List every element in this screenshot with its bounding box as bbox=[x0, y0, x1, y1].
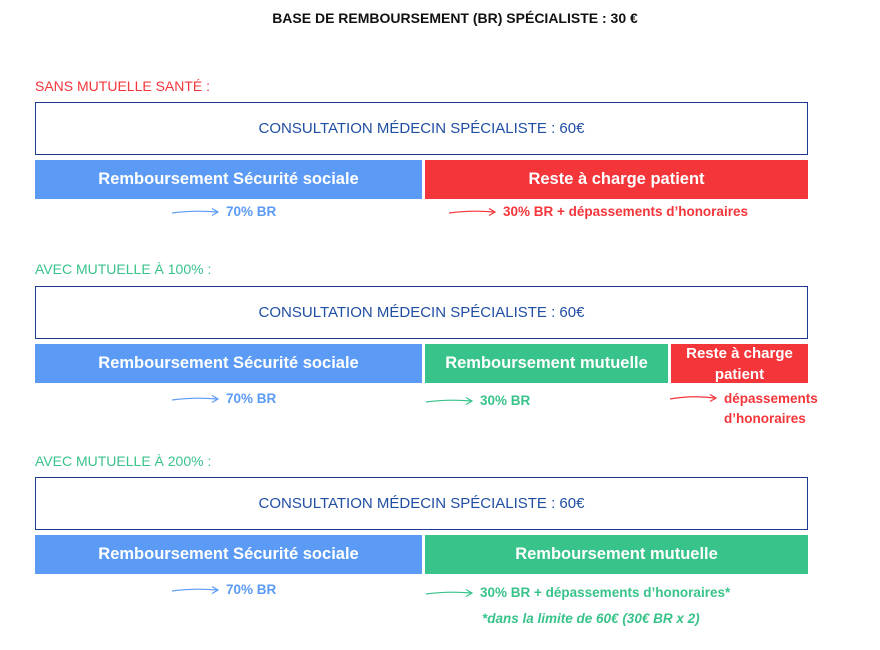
annotation-text: 30% BR + dépassements d’honoraires bbox=[503, 204, 748, 219]
arrow-right-icon bbox=[670, 393, 718, 403]
diagram-title: BASE DE REMBOURSEMENT (BR) SPÉCIALISTE :… bbox=[272, 10, 638, 26]
consultation-box: CONSULTATION MÉDECIN SPÉCIALISTE : 60€ bbox=[35, 102, 808, 155]
bar-social-security: Remboursement Sécurité sociale bbox=[35, 344, 422, 383]
bar-label: Reste à charge patient bbox=[528, 170, 705, 188]
annotation-social-security: 70% BR bbox=[172, 202, 276, 222]
consultation-label: CONSULTATION MÉDECIN SPÉCIALISTE : 60€ bbox=[258, 120, 585, 137]
arrow-right-icon bbox=[172, 394, 220, 404]
arrow-right-icon bbox=[172, 207, 220, 217]
bar-insurance: Remboursement mutuelle bbox=[425, 535, 808, 574]
annotation-social-security: 70% BR bbox=[172, 580, 276, 600]
bar-label: Remboursement Sécurité sociale bbox=[98, 170, 359, 188]
bar-social-security: Remboursement Sécurité sociale bbox=[35, 535, 422, 574]
section-label-insurance-200: AVEC MUTUELLE À 200% : bbox=[35, 453, 212, 469]
annotation-text: 70% BR bbox=[226, 582, 277, 597]
bar-label: Remboursement Sécurité sociale bbox=[98, 545, 359, 563]
consultation-label: CONSULTATION MÉDECIN SPÉCIALISTE : 60€ bbox=[258, 304, 585, 321]
annotation-insurance: 30% BR + dépassements d’honoraires* bbox=[426, 583, 730, 603]
annotation-text: 70% BR bbox=[226, 204, 277, 219]
bar-label: Remboursement Sécurité sociale bbox=[98, 354, 359, 372]
bar-patient-remainder: Reste à charge patient bbox=[671, 344, 808, 383]
annotation-patient-remainder: 30% BR + dépassements d’honoraires bbox=[449, 202, 748, 222]
footnote: *dans la limite de 60€ (30€ BR x 2) bbox=[482, 611, 700, 626]
consultation-label: CONSULTATION MÉDECIN SPÉCIALISTE : 60€ bbox=[258, 495, 585, 512]
bar-label: Reste à charge patient bbox=[686, 344, 793, 383]
consultation-box: CONSULTATION MÉDECIN SPÉCIALISTE : 60€ bbox=[35, 477, 808, 530]
annotation-text: 70% BR bbox=[226, 391, 277, 406]
annotation-insurance: 30% BR bbox=[426, 391, 530, 411]
annotation-text: dépassements d’honoraires bbox=[724, 391, 818, 426]
bar-social-security: Remboursement Sécurité sociale bbox=[35, 160, 422, 199]
arrow-right-icon bbox=[449, 207, 497, 217]
arrow-right-icon bbox=[426, 588, 474, 598]
annotation-text: 30% BR bbox=[480, 393, 531, 408]
arrow-right-icon bbox=[426, 396, 474, 406]
section-label-insurance-100: AVEC MUTUELLE À 100% : bbox=[35, 261, 212, 277]
annotation-social-security: 70% BR bbox=[172, 389, 276, 409]
bar-label: Remboursement mutuelle bbox=[445, 354, 648, 372]
bar-label: Remboursement mutuelle bbox=[515, 545, 718, 563]
annotation-patient-remainder: dépassements d’honoraires bbox=[670, 389, 844, 429]
consultation-box: CONSULTATION MÉDECIN SPÉCIALISTE : 60€ bbox=[35, 286, 808, 339]
annotation-text: 30% BR + dépassements d’honoraires* bbox=[480, 585, 731, 600]
section-label-no-insurance: SANS MUTUELLE SANTÉ : bbox=[35, 78, 211, 94]
bar-insurance: Remboursement mutuelle bbox=[425, 344, 668, 383]
bar-patient-remainder: Reste à charge patient bbox=[425, 160, 808, 199]
arrow-right-icon bbox=[172, 585, 220, 595]
